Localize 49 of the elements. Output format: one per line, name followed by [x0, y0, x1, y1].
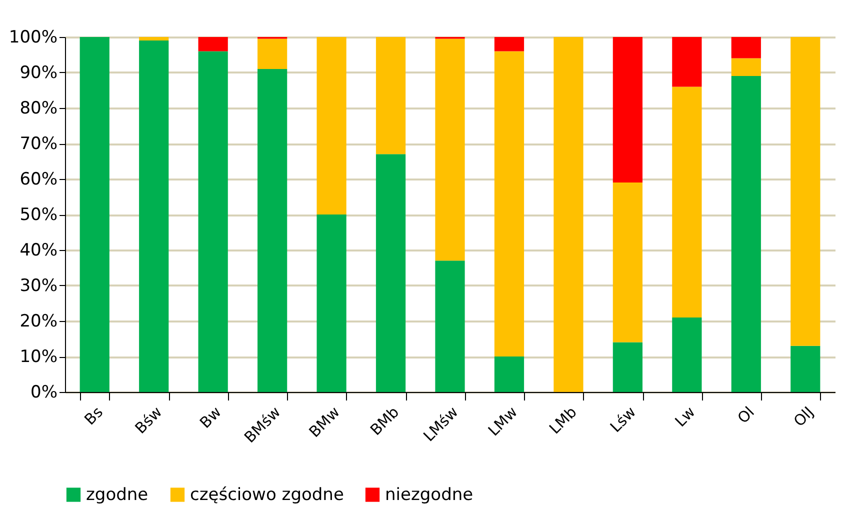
- bar: [376, 154, 406, 392]
- bar: [376, 37, 406, 154]
- bar: [316, 214, 346, 392]
- bar: [790, 346, 820, 392]
- bar: [612, 342, 642, 392]
- bar: [494, 51, 524, 356]
- bar: [80, 37, 110, 392]
- bar: [258, 68, 288, 392]
- y-tick-label: 90%: [20, 63, 58, 83]
- bar: [554, 37, 584, 392]
- bar: [435, 38, 465, 261]
- bar: [258, 38, 288, 69]
- bar: [494, 37, 524, 52]
- y-tick-label: 40%: [20, 240, 58, 260]
- bar: [731, 58, 761, 76]
- legend-label: częściowo zgodne: [190, 484, 344, 505]
- bar: [731, 37, 761, 58]
- bar: [731, 76, 761, 392]
- x-tick-label: Bs: [80, 402, 107, 429]
- y-tick-label: 80%: [20, 98, 58, 118]
- bar: [139, 40, 169, 392]
- y-tick-label: 10%: [20, 347, 58, 367]
- y-tick-label: 30%: [20, 276, 58, 296]
- y-tick-label: 20%: [20, 312, 58, 332]
- bar: [672, 37, 702, 87]
- bar: [612, 182, 642, 342]
- bar: [612, 37, 642, 183]
- bar: [494, 356, 524, 392]
- y-tick-label: 100%: [8, 28, 58, 48]
- x-tick-label: OlJ: [790, 403, 818, 430]
- bar: [198, 37, 228, 52]
- y-tick-label: 70%: [20, 134, 58, 154]
- bar: [198, 51, 228, 392]
- bar: [139, 37, 169, 41]
- x-tick-label: Bw: [196, 403, 225, 432]
- bar: [790, 37, 820, 346]
- legend-label: zgodne: [86, 484, 148, 505]
- y-tick-label: 0%: [30, 382, 58, 402]
- y-tick-label: 60%: [20, 170, 58, 190]
- legend-label: niezgodne: [385, 484, 474, 505]
- x-tick-label: LMb: [546, 403, 580, 438]
- bar: [435, 260, 465, 392]
- bar: [672, 86, 702, 318]
- bar: [672, 317, 702, 392]
- x-tick-label: Lśw: [606, 403, 640, 436]
- bar: [316, 37, 346, 214]
- x-tick-label: Lw: [671, 403, 699, 430]
- y-tick-label: 50%: [20, 205, 58, 225]
- x-tick-label: Ol: [734, 403, 758, 428]
